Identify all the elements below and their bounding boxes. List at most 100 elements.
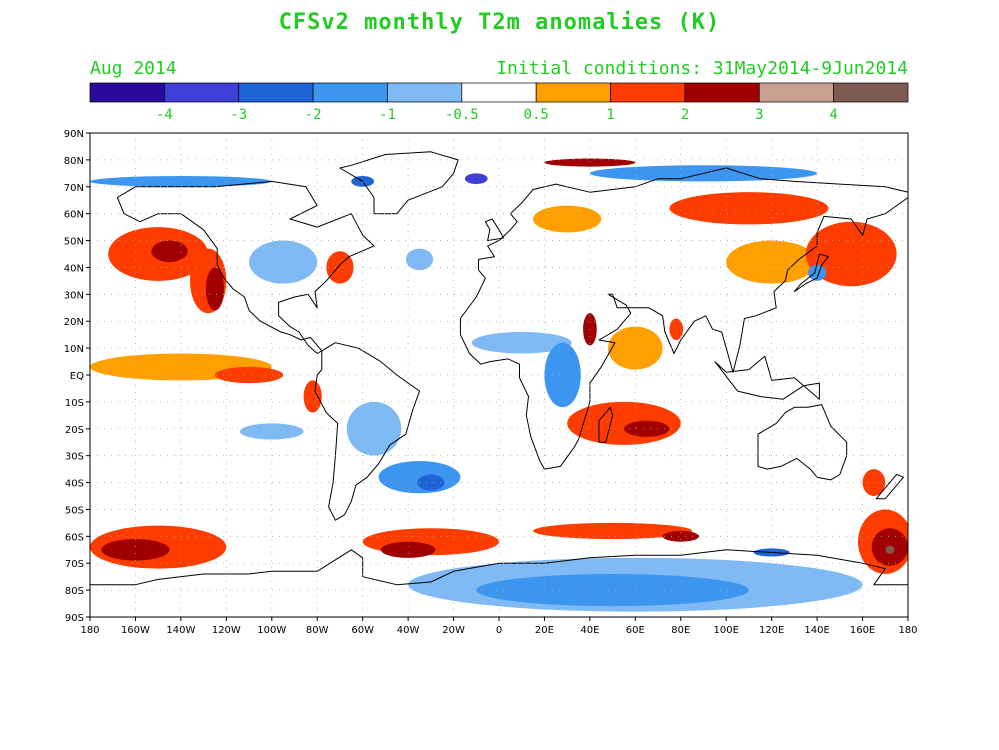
- antarctica-cool-core: [476, 573, 749, 607]
- lon-label: 0: [496, 625, 502, 636]
- kara-sea-warm: [544, 158, 636, 167]
- lat-label: EQ: [70, 371, 84, 382]
- southern-ocean-atlantic-core: [380, 541, 436, 558]
- siberia-warm: [669, 192, 829, 225]
- lon-label: 60W: [351, 625, 374, 636]
- lon-label: 80E: [671, 625, 690, 636]
- valid-month: Aug 2014: [90, 58, 177, 79]
- coastline-greenland: [339, 151, 459, 215]
- colorbar-bin: [387, 82, 463, 103]
- colorbar-labels: -4 -3 -2 -1 -0.5 0.5 1 2 3 4: [156, 107, 838, 123]
- north-pacific-warm-core: [151, 240, 188, 263]
- lon-label: 140W: [166, 625, 195, 636]
- lon-label: 20E: [535, 625, 554, 636]
- colorbar-bin: [89, 82, 165, 103]
- south-atlantic-cool-core: [417, 474, 445, 491]
- lat-label: 20S: [65, 425, 84, 436]
- lat-label: 60S: [65, 532, 84, 543]
- colorbar: [89, 82, 909, 103]
- lon-label: 120E: [759, 625, 784, 636]
- south-atlantic-cool: [378, 461, 461, 494]
- lat-label: 90S: [65, 613, 84, 624]
- lat-label: 30S: [65, 452, 84, 463]
- southern-ocean-indian-warm: [533, 522, 693, 540]
- coastline-indonesia: [714, 355, 820, 400]
- arctic-cool-west: [90, 176, 272, 187]
- colorbar-bin: [610, 82, 686, 103]
- lon-label: 140E: [804, 625, 829, 636]
- ross-sea-peak: [885, 545, 895, 554]
- colorbar-tick-label: 3: [755, 107, 763, 123]
- colorbar-bin: [164, 82, 240, 103]
- ne-pacific-california-core: [205, 267, 225, 311]
- india-warm: [669, 318, 684, 341]
- colorbar-bin: [238, 82, 314, 103]
- southern-ocean-indian-core: [662, 530, 699, 542]
- lat-label: 70N: [64, 183, 84, 194]
- coastline-new-zealand: [875, 474, 904, 500]
- colorbar-tick-label: -1: [379, 107, 396, 123]
- lat-label: 80S: [65, 586, 84, 597]
- lat-label: 20N: [64, 317, 84, 328]
- australia-south-warm: [862, 469, 886, 496]
- latitude-axis: 90N 80N 70N 60N 50N 40N 30N 20N 10N EQ 10S 20S 30S 40…: [64, 129, 90, 624]
- colorbar-bin: [312, 82, 388, 103]
- lat-label: 40N: [64, 263, 84, 274]
- initial-conditions: Initial conditions: 31May2014-9Jun2014: [496, 58, 908, 79]
- lat-label: 60N: [64, 210, 84, 221]
- colorbar-tick-label: 2: [681, 107, 689, 123]
- south-america-cool: [346, 401, 402, 456]
- lon-label: 40E: [580, 625, 599, 636]
- colorbar-tick-label: -0.5: [445, 107, 479, 123]
- us-east-coast-warm: [326, 251, 354, 284]
- anomaly-fields: [90, 158, 908, 612]
- colorbar-bin: [833, 82, 909, 103]
- east-africa-cool: [544, 342, 581, 408]
- lon-label: 100E: [714, 625, 739, 636]
- lon-label: 80W: [306, 625, 329, 636]
- colorbar-bin: [461, 82, 537, 103]
- peru-coast-warm: [303, 380, 322, 413]
- japan-cool: [808, 264, 827, 281]
- lat-label: 90N: [64, 129, 84, 140]
- lon-label: 160E: [850, 625, 875, 636]
- east-asia-warm: [726, 240, 818, 284]
- lon-label: 180: [80, 625, 99, 636]
- lon-label: 120W: [212, 625, 241, 636]
- lon-label: 160W: [121, 625, 150, 636]
- lon-label: 40W: [397, 625, 420, 636]
- lat-label: 10N: [64, 344, 84, 355]
- colorbar-bin: [684, 82, 760, 103]
- colorbar-bin: [758, 82, 834, 103]
- coastline-australia: [757, 404, 848, 481]
- madagascar-warm-core: [623, 420, 670, 437]
- lat-label: 50N: [64, 237, 84, 248]
- coastline-north-america: [116, 180, 375, 354]
- lon-label: 60E: [626, 625, 645, 636]
- north-atlantic-cool: [405, 248, 434, 271]
- colorbar-tick-label: -2: [305, 107, 322, 123]
- coastline-south-america: [314, 342, 420, 521]
- coastline-africa-eurasia: [459, 167, 908, 470]
- coastline-japan: [793, 253, 829, 293]
- lon-label: 20W: [442, 625, 465, 636]
- colorbar-tick-label: 0.5: [524, 107, 549, 123]
- south-pacific-cool: [239, 423, 304, 440]
- greenland-sea-cool: [464, 173, 488, 185]
- lat-label: 40S: [65, 479, 84, 490]
- nw-pacific-warm: [805, 221, 897, 287]
- indian-ocean-warm: [567, 401, 681, 445]
- colorbar-tick-label: -3: [230, 107, 247, 123]
- east-pacific-eq-warm: [214, 366, 284, 384]
- europe-warm: [533, 205, 602, 233]
- map-title: CFSv2 monthly T2m anomalies (K): [278, 10, 721, 35]
- coastline-uk: [484, 218, 504, 242]
- lat-label: 70S: [65, 559, 84, 570]
- lat-label: 50S: [65, 505, 84, 516]
- arabian-sea-warm: [608, 326, 663, 370]
- lat-label: 30N: [64, 290, 84, 301]
- southern-ocean-pacific-core: [101, 539, 170, 561]
- colorbar-bin: [535, 82, 611, 103]
- colorbar-tick-label: -4: [156, 107, 173, 123]
